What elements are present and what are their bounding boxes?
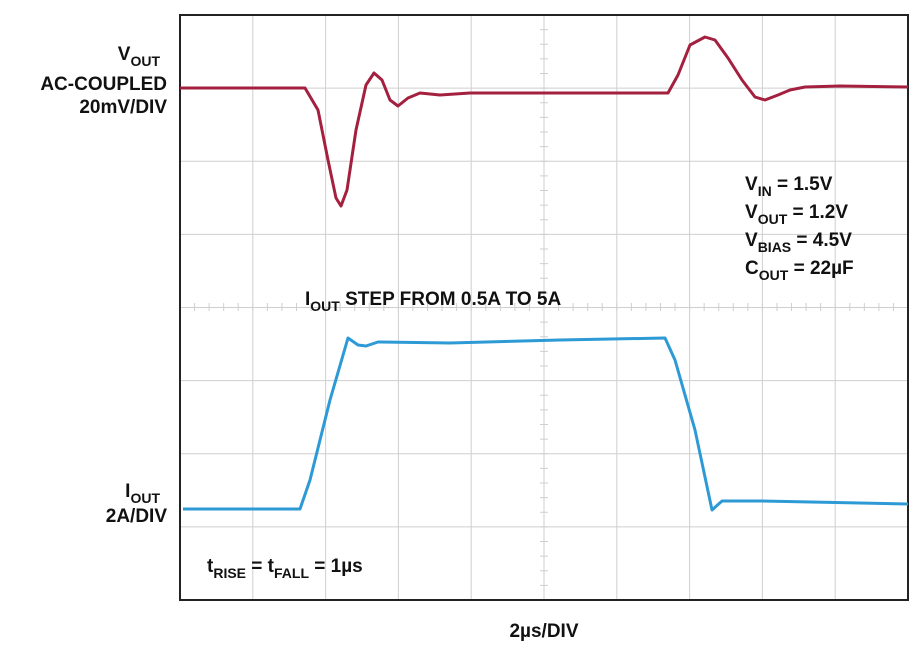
plot-frame (179, 14, 909, 601)
iout-trace (183, 336, 909, 512)
label-main: = 1.2V (787, 202, 848, 223)
timing-label: tRISE = tFALL = 1µs (207, 556, 363, 581)
label-main: = 22µF (788, 258, 853, 279)
label-sub: OUT (758, 211, 788, 227)
label-main: V (745, 202, 758, 223)
label-main: I (305, 289, 310, 310)
label-main: t (207, 556, 214, 577)
iout-scale: 2A/DIV (106, 506, 168, 527)
label-main: = 4.5V (791, 230, 852, 251)
label-main: I (125, 481, 130, 502)
label-main: = t (246, 556, 275, 577)
label-main: V (745, 230, 758, 251)
vout-label: VOUT (118, 44, 161, 69)
vout-trace (180, 35, 909, 208)
label-main: V (118, 44, 131, 65)
coupling-label: AC-COUPLED (40, 74, 167, 95)
label-sub: BIAS (758, 239, 791, 255)
condition: VIN = 1.5V (745, 174, 833, 199)
label-main: STEP FROM 0.5A TO 5A (340, 289, 562, 310)
label-main: C (745, 258, 759, 279)
label-sub: OUT (130, 53, 160, 69)
label-sub: OUT (310, 298, 340, 314)
label-main: V (745, 174, 758, 195)
x-scale: 2µs/DIV (509, 621, 578, 642)
label-main: = 1.5V (772, 174, 833, 195)
label-sub: OUT (130, 490, 160, 506)
condition: COUT = 22µF (745, 258, 854, 283)
condition: VBIAS = 4.5V (745, 230, 852, 255)
iout-label: IOUT (125, 481, 160, 506)
label-sub: RISE (213, 565, 246, 581)
label-sub: OUT (759, 267, 789, 283)
label-main: = 1µs (309, 556, 363, 577)
label-sub: IN (758, 183, 772, 199)
vout-scale: 20mV/DIV (79, 97, 167, 118)
condition: VOUT = 1.2V (745, 202, 848, 227)
label-sub: FALL (274, 565, 309, 581)
step-label: IOUT STEP FROM 0.5A TO 5A (305, 289, 561, 314)
grid (179, 14, 909, 601)
